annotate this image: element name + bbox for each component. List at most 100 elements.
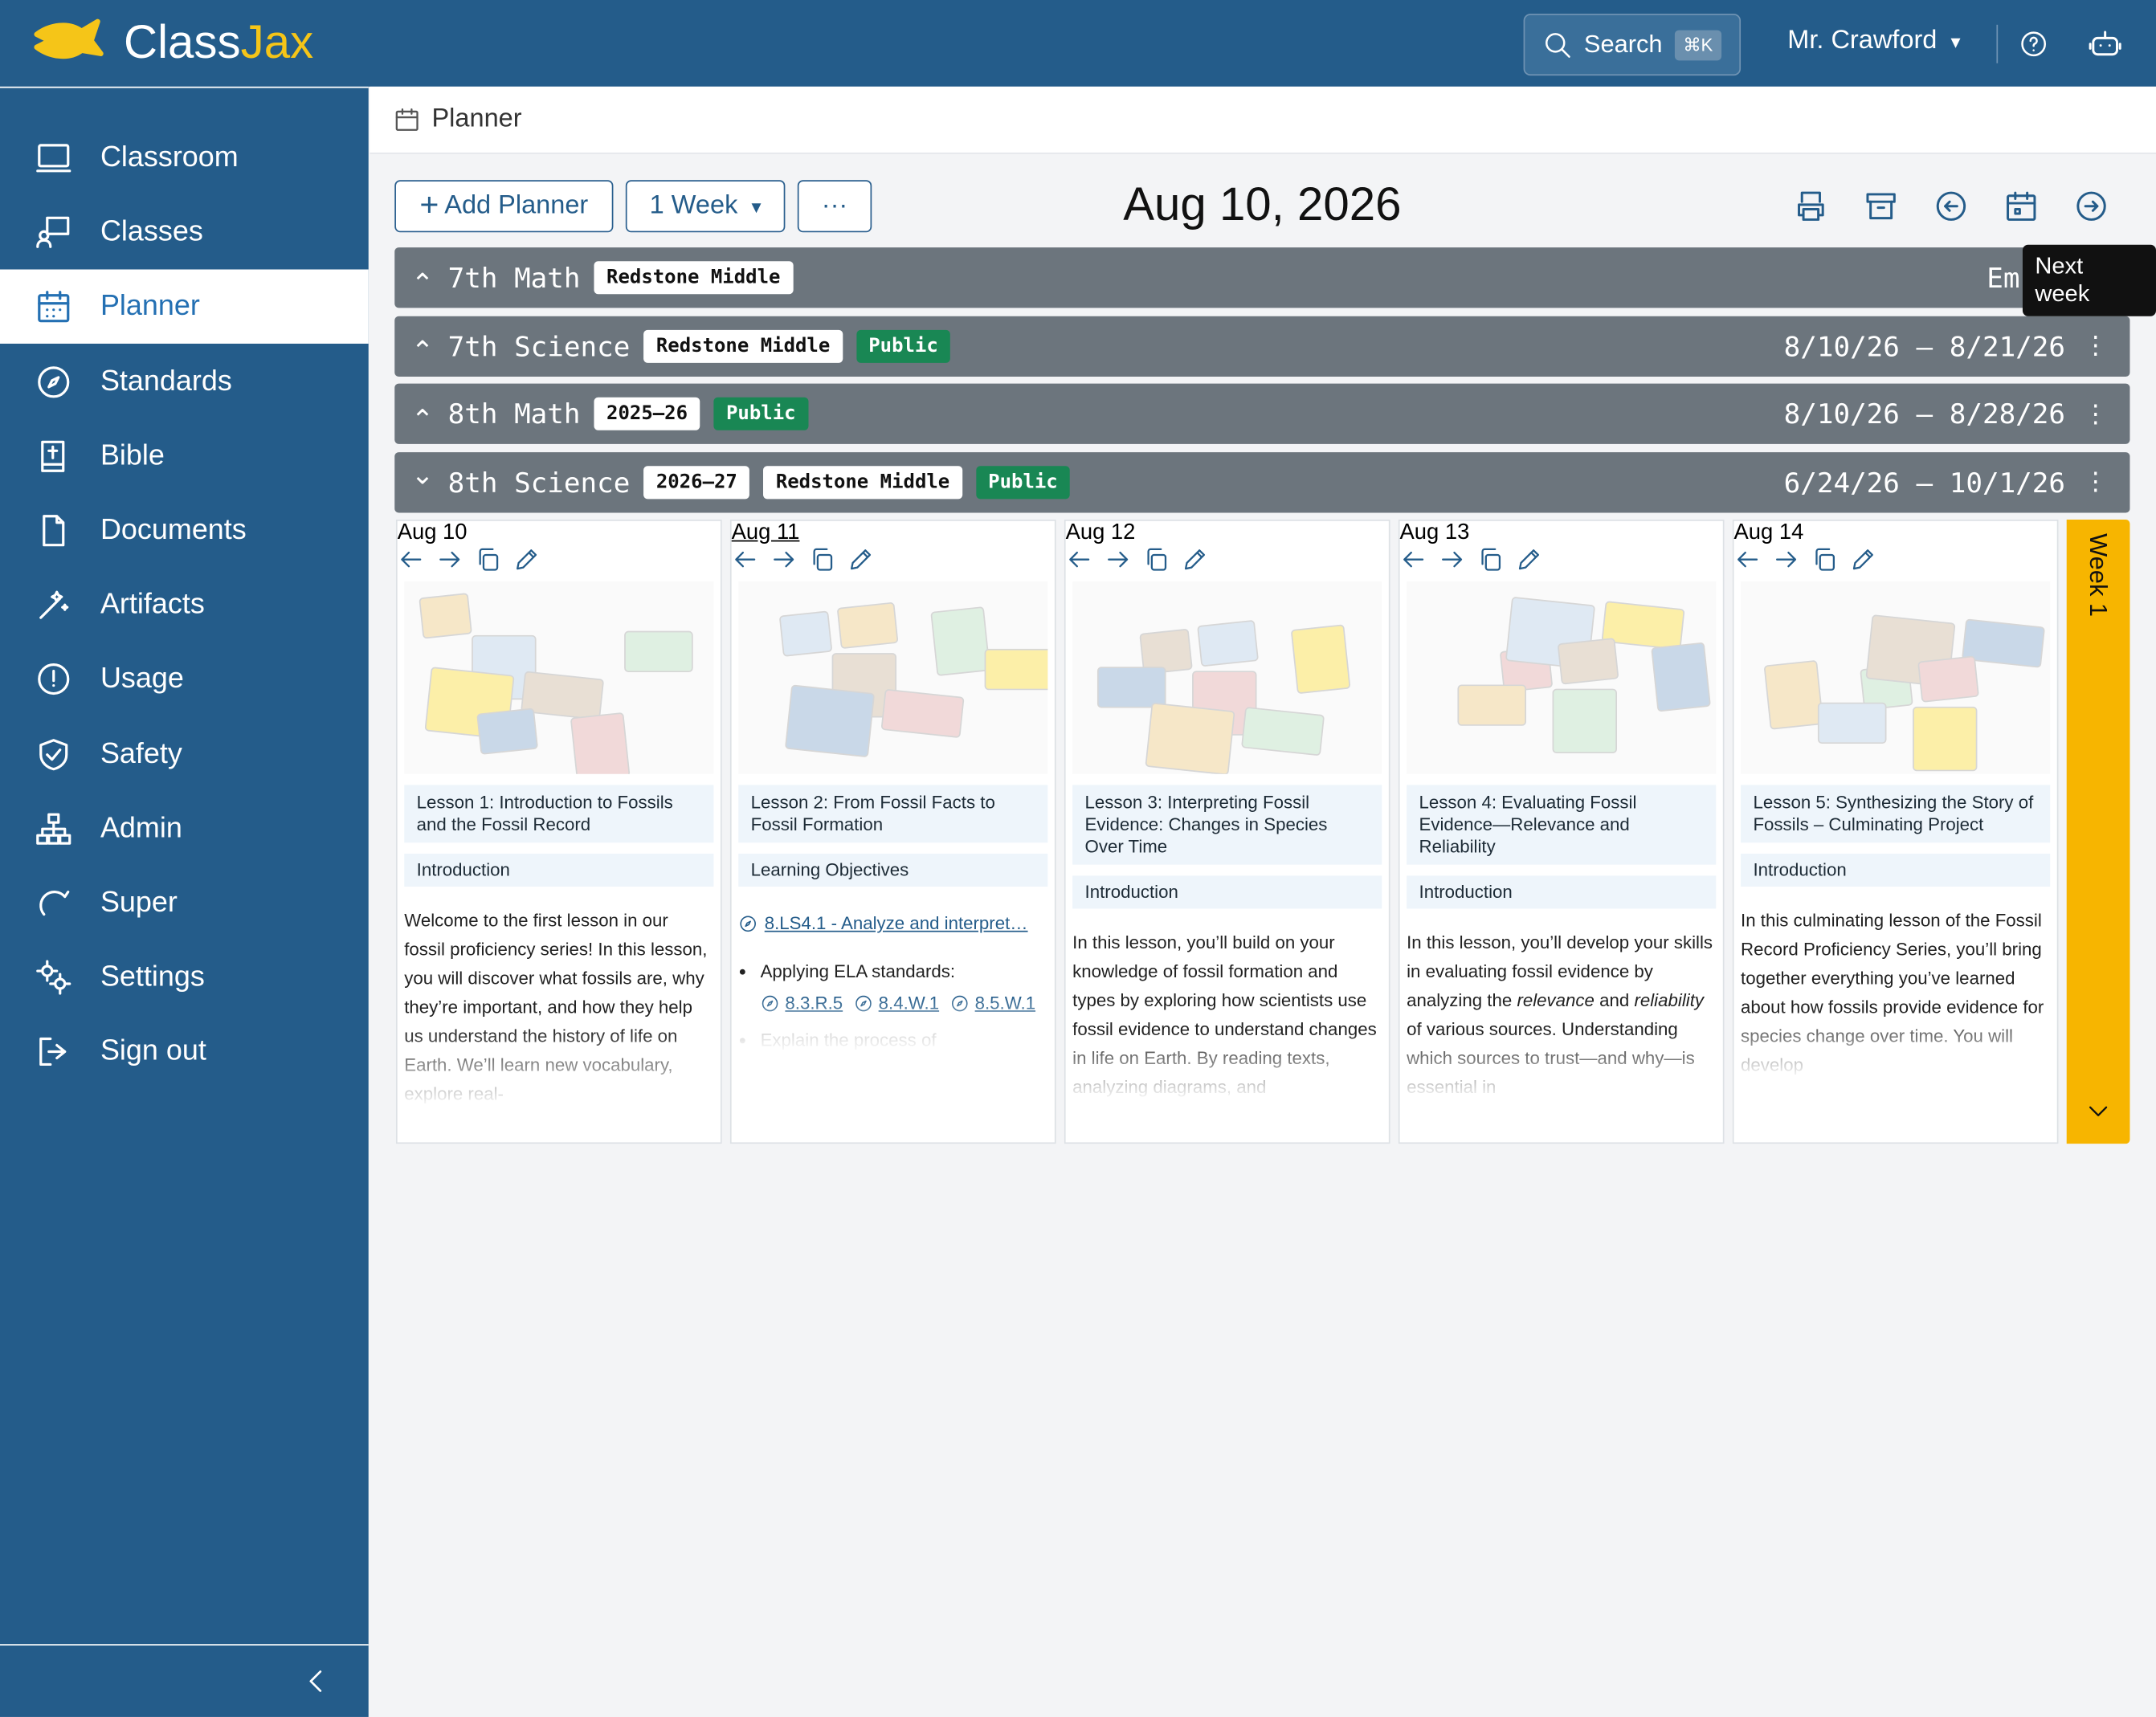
day-header: Aug 13 <box>1400 521 1723 573</box>
nav-item[interactable]: Usage <box>0 642 369 716</box>
image-piece <box>1096 667 1166 708</box>
nav-icon-svg <box>38 365 70 398</box>
day-card: Aug 13 Lesson 4: Evaluating Fossil Eviden… <box>1398 520 1725 1144</box>
image-piece <box>1557 638 1619 685</box>
collapse-icon-svg <box>309 1670 322 1692</box>
toolbar-icon <box>2073 189 2109 225</box>
more-button[interactable]: ··· <box>797 180 872 233</box>
nav-item[interactable]: Artifacts <box>0 568 369 642</box>
day-action <box>1066 546 1093 573</box>
bot-icon <box>2087 27 2123 63</box>
expand-icon-svg <box>2089 1106 2108 1116</box>
sidebar-divider <box>0 1644 369 1646</box>
planner-row[interactable]: ⌃ 7th Math Redstone Middle Em <box>394 247 2130 308</box>
nav-item[interactable]: Planner <box>0 270 369 345</box>
standard-link[interactable]: 8.3.R.5 <box>785 992 843 1013</box>
nav-item[interactable]: Classes <box>0 195 369 269</box>
lesson-image <box>1407 581 1717 774</box>
body-text: In this culminating lesson of the Fossil… <box>1741 910 2044 1075</box>
planner-dates: Em <box>1987 261 2020 295</box>
planner-row[interactable]: ⌃ 7th Science Redstone Middle Public 8/10/26… <box>394 315 2130 377</box>
toolbar-icon <box>1863 189 1899 225</box>
day-action-svg <box>813 548 833 571</box>
toolbar-icon-svg <box>1866 193 1896 220</box>
logo-class: Class <box>124 16 241 69</box>
day-actions <box>398 546 717 573</box>
week-tab[interactable]: Week 1 <box>2066 520 2130 1144</box>
nav-label: Sign out <box>100 1035 206 1067</box>
toolbar-icon-svg <box>1798 191 1824 221</box>
day-action-svg <box>401 551 422 568</box>
image-piece <box>1290 624 1351 695</box>
lesson-body: Welcome to the first lesson in our fossi… <box>404 906 713 1108</box>
day-action <box>732 546 759 573</box>
day-action-svg <box>1518 549 1539 570</box>
image-piece <box>1145 702 1235 774</box>
chevron: ⌃ <box>410 405 435 435</box>
nav-label: Admin <box>100 812 182 844</box>
day-card: Aug 12 Lesson 3: Interpreting Fossil Evid… <box>1064 520 1390 1144</box>
day-action <box>512 546 540 573</box>
image-piece <box>1913 706 1978 772</box>
caret: ▾ <box>751 194 762 217</box>
add-label: Add Planner <box>444 190 589 220</box>
nav-item[interactable]: Settings <box>0 940 369 1014</box>
kebab: ⋮ <box>2083 331 2109 359</box>
section-label: Learning Objectives <box>738 853 1048 887</box>
image-piece <box>1240 706 1325 757</box>
user-menu[interactable]: Mr. Crawford ▾ <box>1787 27 1960 57</box>
range-button[interactable]: 1 Week ▾ <box>625 180 786 233</box>
nav-icon <box>0 214 100 252</box>
objective-link[interactable]: 8.LS4.1 - Analyze and interpret… <box>764 912 1028 934</box>
tooltip: Next week <box>2022 244 2156 316</box>
nav-label: Super <box>100 887 178 919</box>
bullet-text: Explain the process of <box>760 1030 937 1050</box>
search-button[interactable]: Search ⌘K <box>1523 14 1742 76</box>
nav-item[interactable]: Bible <box>0 419 369 493</box>
section-label: Introduction <box>1741 853 2051 887</box>
bullet-text: Applying ELA standards: <box>760 960 956 982</box>
nav-item[interactable]: Super <box>0 866 369 940</box>
day-date: Aug 13 <box>1399 520 1470 544</box>
standard-icon-svg <box>762 995 778 1012</box>
standard-link[interactable]: 8.4.W.1 <box>878 992 940 1013</box>
nav-label: Usage <box>100 663 184 695</box>
day-action <box>1772 546 1799 573</box>
more-label: ··· <box>821 190 848 220</box>
nav-icon <box>0 660 100 699</box>
logo-icon <box>31 6 108 83</box>
image-piece <box>419 593 472 639</box>
planner-name: 7th Science <box>447 328 631 363</box>
nav-item[interactable]: Documents <box>0 494 369 568</box>
nav-icon-svg <box>38 663 70 695</box>
day-action-svg <box>1775 551 1797 568</box>
nav-item[interactable]: Admin <box>0 792 369 866</box>
planner-row[interactable]: ⌄ 8th Science 2026–27 Redstone Middle Public… <box>394 451 2130 512</box>
section-label: Introduction <box>1407 875 1717 909</box>
standard-link[interactable]: 8.5.W.1 <box>974 992 1036 1013</box>
nav-item[interactable]: Classroom <box>0 121 369 195</box>
body-text: Welcome to the first lesson in our fossi… <box>404 910 708 1104</box>
add-planner-button[interactable]: + Add Planner <box>394 180 614 233</box>
image-piece <box>1763 659 1824 730</box>
nav-item[interactable]: Standards <box>0 345 369 418</box>
nav-item[interactable]: Sign out <box>0 1015 369 1089</box>
planner-row[interactable]: ⌃ 8th Math 2025–26 Public 8/10/26 – 8/28/26 ⋮ <box>394 383 2130 444</box>
caret: ▾ <box>1950 29 1961 52</box>
nav-label: Classes <box>100 216 203 248</box>
nav-icon <box>0 139 100 177</box>
logo-icon-svg <box>34 18 104 59</box>
breadcrumb-bar: Planner <box>370 86 2156 154</box>
nav-item[interactable]: Safety <box>0 717 369 791</box>
day-action <box>1400 546 1427 573</box>
day-action <box>847 546 874 573</box>
day-action-svg <box>517 549 537 570</box>
image-piece <box>1552 688 1617 754</box>
image-piece <box>476 708 539 755</box>
day-action-svg <box>1108 551 1129 568</box>
lesson-image <box>404 581 714 774</box>
range-label: 1 Week <box>649 190 738 220</box>
nav-icon <box>0 362 100 401</box>
nav-label: Settings <box>100 960 205 993</box>
